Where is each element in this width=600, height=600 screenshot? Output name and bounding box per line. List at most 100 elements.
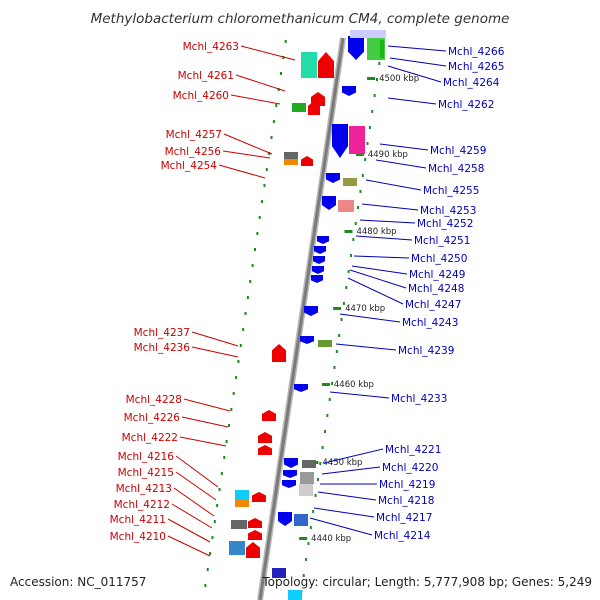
gene-box — [318, 340, 332, 347]
ruler-tick — [357, 206, 360, 209]
label-leader-lines — [167, 45, 447, 557]
ruler-tick — [347, 270, 350, 273]
gene-label-reverse[interactable]: Mchl_4243 — [402, 317, 458, 329]
gene-label-forward[interactable]: Mchl_4263 — [183, 41, 239, 53]
gene-label-forward[interactable]: Mchl_4228 — [126, 394, 182, 406]
ruler-tick — [204, 584, 207, 587]
gene-box — [343, 178, 357, 186]
kbp-label: 4480 kbp — [356, 227, 396, 237]
gene-label-forward[interactable]: Mchl_4256 — [165, 146, 222, 158]
forward-gene-arrow — [301, 156, 313, 166]
ruler-tick — [361, 174, 364, 177]
label-leader-line — [365, 179, 422, 191]
gene-label-reverse[interactable]: Mchl_4252 — [417, 218, 473, 230]
ruler-tick — [244, 312, 247, 315]
gene-label-forward[interactable]: Mchl_4210 — [110, 531, 166, 543]
label-leader-line — [313, 507, 375, 518]
gene-label-forward[interactable]: Mchl_4254 — [161, 160, 218, 172]
gene-label-forward[interactable]: Mchl_4226 — [124, 412, 181, 424]
ruler-tick — [326, 414, 329, 417]
ruler-tick — [242, 328, 245, 331]
label-leader-line — [183, 398, 231, 412]
label-leader-line — [339, 313, 401, 323]
gene-label-forward[interactable]: Mchl_4261 — [178, 70, 234, 82]
gene-label-forward[interactable]: Mchl_4222 — [122, 432, 178, 444]
gene-label-reverse[interactable]: Mchl_4249 — [409, 269, 465, 281]
ruler-tick — [279, 72, 282, 75]
ruler-tick — [253, 248, 256, 251]
forward-gene-arrow — [258, 432, 272, 443]
gene-label-forward[interactable]: Mchl_4236 — [134, 342, 191, 354]
gene-label-reverse[interactable]: Mchl_4233 — [391, 393, 447, 405]
gene-label-forward[interactable]: Mchl_4215 — [118, 467, 174, 479]
gene-label-reverse[interactable]: Mchl_4248 — [408, 283, 464, 295]
ruler-tick — [333, 366, 336, 369]
ruler-major-tick — [321, 383, 330, 386]
gene-label-forward[interactable]: Mchl_4237 — [134, 327, 190, 339]
gene-label-reverse[interactable]: Mchl_4262 — [438, 99, 494, 111]
forward-gene-arrow — [248, 518, 262, 528]
gene-label-forward[interactable]: Mchl_4260 — [173, 90, 229, 102]
ruler-major-tick — [367, 77, 376, 80]
ruler-tick — [282, 56, 285, 59]
gene-label-reverse[interactable]: Mchl_4220 — [382, 462, 438, 474]
label-leader-line — [317, 491, 377, 501]
gene-label-reverse[interactable]: Mchl_4264 — [443, 77, 500, 89]
kbp-label: 4500 kbp — [379, 74, 419, 84]
gene-label-reverse[interactable]: Mchl_4214 — [374, 530, 431, 542]
label-leader-line — [191, 331, 239, 347]
reverse-gene-arrow — [278, 512, 292, 526]
reverse-gene-arrow — [300, 336, 314, 344]
ruler-ticks — [204, 40, 383, 593]
gene-box — [338, 200, 354, 212]
gene-box — [231, 520, 247, 529]
gene-label-reverse[interactable]: Mchl_4239 — [398, 345, 454, 357]
gene-box — [302, 460, 316, 468]
gene-label-forward[interactable]: Mchl_4212 — [114, 499, 170, 511]
label-leader-line — [240, 45, 296, 61]
gene-features — [229, 30, 386, 600]
label-leader-line — [230, 94, 281, 105]
gene-label-forward[interactable]: Mchl_4213 — [116, 483, 172, 495]
gene-label-reverse[interactable]: Mchl_4265 — [448, 61, 504, 73]
gene-label-reverse[interactable]: Mchl_4250 — [411, 253, 467, 265]
gene-box — [299, 484, 313, 496]
gene-label-reverse[interactable]: Mchl_4218 — [378, 495, 434, 507]
label-leader-line — [361, 203, 419, 211]
gene-box — [350, 30, 386, 38]
ruler-tick — [265, 168, 268, 171]
label-leader-line — [222, 150, 271, 159]
ruler-tick — [256, 232, 259, 235]
gene-label-reverse[interactable]: Mchl_4258 — [428, 163, 484, 175]
gene-label-reverse[interactable]: Mchl_4266 — [448, 46, 505, 58]
kbp-scale-labels: 4500 kbp 4490 kbp 4480 kbp 4470 kbp 4460 kbp… — [311, 74, 419, 544]
gene-label-reverse[interactable]: Mchl_4251 — [414, 235, 470, 247]
gene-label-forward[interactable]: Mchl_4216 — [118, 451, 175, 463]
gene-label-reverse[interactable]: Mchl_4247 — [405, 299, 461, 311]
forward-gene-arrow — [246, 542, 260, 558]
ruler-tick — [342, 302, 345, 305]
forward-gene-arrow — [252, 492, 266, 502]
ruler-tick — [225, 440, 228, 443]
ruler-tick — [251, 264, 254, 267]
kbp-label: 4460 kbp — [334, 380, 374, 390]
label-leader-line — [167, 518, 211, 543]
gene-box — [380, 40, 384, 58]
gene-label-reverse[interactable]: Mchl_4259 — [430, 145, 486, 157]
gene-box — [301, 52, 317, 78]
gene-label-forward[interactable]: Mchl_4211 — [110, 514, 166, 526]
ruler-major-tick — [299, 537, 308, 540]
gene-label-reverse[interactable]: Mchl_4219 — [379, 479, 435, 491]
ruler-tick — [268, 152, 271, 155]
label-leader-line — [309, 517, 373, 536]
ruler-tick — [235, 376, 238, 379]
gene-label-reverse[interactable]: Mchl_4217 — [376, 512, 432, 524]
ruler-tick — [239, 344, 242, 347]
kbp-label: 4440 kbp — [311, 534, 351, 544]
gene-label-reverse[interactable]: Mchl_4221 — [385, 444, 441, 456]
gene-label-reverse[interactable]: Mchl_4255 — [423, 185, 479, 197]
gene-label-forward[interactable]: Mchl_4257 — [166, 129, 222, 141]
gene-label-reverse[interactable]: Mchl_4253 — [420, 205, 476, 217]
